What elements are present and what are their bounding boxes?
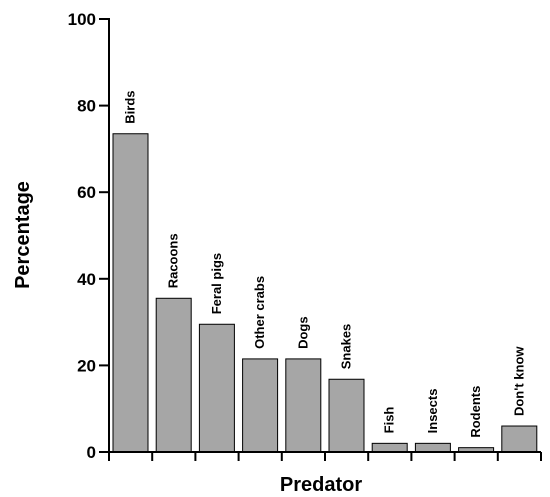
bars — [112, 133, 538, 453]
bar-label: Snakes — [339, 324, 354, 370]
y-axis-ticks: 0 20 40 60 80 100 — [68, 10, 109, 462]
bar-birds — [112, 133, 149, 453]
y-tick-label: 80 — [77, 97, 96, 116]
bar-dogs — [285, 358, 322, 453]
bar-label: Rodents — [468, 386, 483, 438]
bar-label: Other crabs — [252, 276, 267, 349]
bar-snakes — [328, 378, 365, 453]
bar-labels: Birds Racoons Feral pigs Other crabs Dogs Sna… — [123, 91, 527, 438]
y-axis-title: Percentage — [12, 181, 34, 289]
y-tick-label: 20 — [77, 356, 96, 375]
y-tick-label: 60 — [77, 183, 96, 202]
bar-insects — [414, 442, 451, 453]
bar-other-crabs — [242, 358, 279, 453]
bar-label: Don't know — [511, 346, 526, 416]
bar-feral-pigs — [198, 323, 235, 453]
bar-label: Insects — [425, 389, 440, 434]
y-tick-label: 100 — [68, 10, 96, 29]
bar-label: Birds — [123, 91, 138, 124]
x-axis-title: Predator — [280, 474, 362, 496]
bar-label: Feral pigs — [209, 253, 224, 314]
bar-label: Fish — [382, 407, 397, 434]
y-tick-label: 0 — [87, 443, 96, 462]
bar-label: Dogs — [295, 316, 310, 349]
y-tick-label: 40 — [77, 270, 96, 289]
bar-racoons — [155, 297, 192, 453]
x-axis-ticks — [108, 452, 542, 461]
bar-label: Racoons — [166, 233, 181, 288]
bar-don-t-know — [501, 425, 538, 453]
bar-fish — [371, 442, 408, 453]
